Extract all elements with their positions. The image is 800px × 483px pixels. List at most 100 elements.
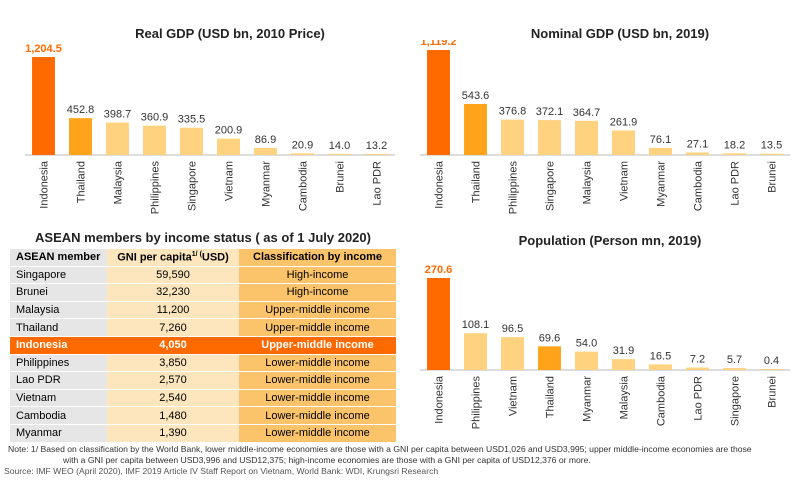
classification-cell: Lower-middle income — [239, 406, 396, 425]
bar-cambodia — [291, 153, 314, 155]
table-row: Vietnam 2,540 Lower-middle income — [10, 389, 396, 408]
value-label: 16.5 — [650, 350, 671, 362]
bar-vietnam — [501, 337, 524, 370]
population-chart: 270.6 Indonesia 108.1 Philippines 96.5 Vietna… — [420, 264, 790, 429]
category-label: Indonesia — [39, 160, 51, 209]
classification-cell: Lower-middle income — [239, 371, 396, 390]
category-label: Singapore — [730, 376, 742, 426]
header-member: ASEAN member — [10, 249, 107, 267]
value-label: 13.5 — [761, 140, 782, 152]
bar-cambodia — [686, 152, 709, 155]
category-label: Vietnam — [619, 161, 631, 201]
member-cell: Malaysia — [10, 301, 107, 320]
category-label: Singapore — [187, 161, 199, 211]
bar-singapore — [538, 120, 561, 155]
value-label: 96.5 — [502, 323, 523, 335]
value-label: 27.1 — [687, 138, 708, 150]
value-label: 364.7 — [573, 107, 601, 119]
bar-myanmar — [575, 351, 598, 370]
value-label: 18.2 — [724, 139, 745, 151]
table-row: Singapore 59,590 High-income — [10, 266, 396, 285]
value-label: 1,119.2 — [420, 40, 456, 48]
header-gni-label: GNI per capita — [117, 251, 192, 264]
category-label: Brunei — [335, 161, 347, 193]
category-label: Cambodia — [656, 375, 668, 426]
header-classification: Classification by income — [239, 249, 396, 267]
value-label: 261.9 — [610, 116, 638, 128]
member-cell: Thailand — [10, 318, 107, 337]
classification-cell: Lower-middle income — [239, 424, 396, 443]
bar-malaysia — [106, 122, 129, 155]
bar-thailand — [464, 104, 487, 155]
category-label: Thailand — [545, 376, 557, 418]
member-cell: Indonesia — [10, 336, 107, 355]
bar-philippines — [464, 333, 487, 370]
bar-myanmar — [254, 147, 277, 155]
source: Source: IMF WEO (April 2020), IMF 2019 A… — [4, 466, 439, 476]
table-row: Brunei 32,230 High-income — [10, 283, 396, 302]
category-label: Myanmar — [656, 161, 668, 207]
category-label: Philippines — [150, 161, 162, 215]
classification-cell: Upper-middle income — [239, 301, 396, 320]
bar-brunei — [328, 153, 351, 155]
table-row: Philippines 3,850 Lower-middle income — [10, 354, 396, 373]
classification-cell: Lower-middle income — [239, 354, 396, 373]
gni-cell: 59,590 — [107, 266, 239, 285]
table-row: Myanmar 1,390 Lower-middle income — [10, 424, 396, 443]
member-cell: Vietnam — [10, 389, 107, 408]
bar-vietnam — [217, 138, 240, 155]
category-label: Brunei — [767, 161, 779, 193]
member-cell: Cambodia — [10, 406, 107, 425]
category-label: Malaysia — [619, 375, 631, 419]
category-label: Lao PDR — [693, 376, 705, 421]
bar-singapore — [180, 127, 203, 155]
gni-cell: 1,390 — [107, 424, 239, 443]
table-row: Cambodia 1,480 Lower-middle income — [10, 406, 396, 425]
gni-cell: 32,230 — [107, 283, 239, 302]
category-label: Thailand — [76, 161, 88, 203]
value-label: 31.9 — [613, 345, 634, 357]
category-label: Lao PDR — [730, 161, 742, 206]
category-label: Thailand — [471, 161, 483, 203]
value-label: 108.1 — [462, 319, 490, 331]
bar-cambodia — [649, 364, 672, 370]
value-label: 69.6 — [539, 332, 560, 344]
bar-philippines — [501, 119, 524, 155]
member-cell: Myanmar — [10, 424, 107, 443]
bar-lao-pdr — [365, 153, 388, 155]
gni-cell: 4,050 — [107, 336, 239, 355]
value-label: 7.2 — [690, 354, 705, 366]
value-label: 54.0 — [576, 338, 597, 350]
nominal-gdp-title: Nominal GDP (USD bn, 2019) — [530, 26, 710, 41]
gni-cell: 2,540 — [107, 389, 239, 408]
value-label: 200.9 — [215, 125, 243, 137]
value-label: 20.9 — [292, 139, 313, 151]
classification-cell: High-income — [239, 266, 396, 285]
note-line-2: with a GNI per capita between USD3,996 a… — [63, 455, 591, 465]
value-label: 372.1 — [536, 106, 564, 118]
category-label: Vietnam — [224, 161, 236, 201]
value-label: 543.6 — [462, 90, 490, 102]
gni-cell: 2,570 — [107, 371, 239, 390]
value-label: 86.9 — [255, 134, 276, 146]
bar-myanmar — [649, 147, 672, 155]
bar-vietnam — [612, 130, 635, 155]
category-label: Singapore — [545, 161, 557, 211]
footnote-marker: 1/ ( — [191, 250, 202, 258]
bar-malaysia — [612, 359, 635, 370]
table-row: Thailand 7,260 Upper-middle income — [10, 318, 396, 337]
category-label: Philippines — [508, 161, 520, 215]
value-label: 452.8 — [67, 104, 95, 116]
bar-lao-pdr — [686, 367, 709, 370]
classification-cell: Upper-middle income — [239, 336, 396, 355]
value-label: 360.9 — [141, 112, 169, 124]
gni-cell: 3,850 — [107, 354, 239, 373]
member-cell: Singapore — [10, 266, 107, 285]
bar-malaysia — [575, 120, 598, 155]
category-label: Malaysia — [582, 160, 594, 204]
category-label: Indonesia — [434, 375, 446, 424]
category-label: Myanmar — [261, 161, 273, 207]
category-label: Myanmar — [582, 376, 594, 422]
bar-indonesia — [427, 278, 450, 370]
category-label: Lao PDR — [372, 161, 384, 206]
